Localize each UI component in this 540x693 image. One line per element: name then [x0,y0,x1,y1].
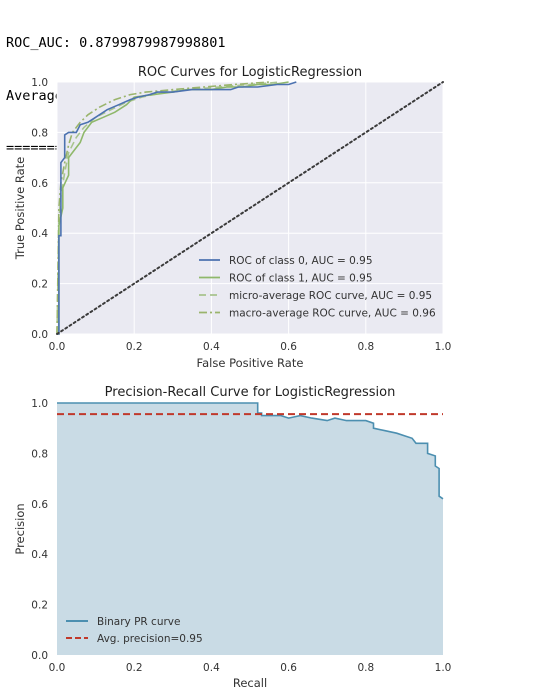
pr-chart: Precision-Recall Curve for LogisticRegre… [13,385,452,690]
roc-series-line-0 [57,81,297,335]
roc-legend-label: micro-average ROC curve, AUC = 0.95 [229,290,432,302]
pr-legend: Binary PR curve Avg. precision=0.95 [66,616,203,645]
pr-curves [57,402,444,655]
pr-y-tick-label: 1.0 [31,398,48,410]
roc-x-tick-label: 0.6 [280,341,297,353]
pr-x-tick-label: 0.6 [280,662,297,674]
pr-y-tick-label: 0.2 [31,600,48,612]
roc-auc-line: ROC_AUC: 0.8799879987998801 [6,35,226,51]
roc-series-line-1 [57,81,289,335]
pr-y-axis-label: Precision [13,503,27,554]
roc-series-line-2 [56,81,281,335]
pr-y-ticks: 0.0 0.2 0.4 0.6 0.8 1.0 [31,398,48,662]
pr-x-tick-label: 0.2 [126,662,143,674]
pr-x-tick-label: 0.0 [49,662,66,674]
pr-y-tick-label: 0.8 [31,448,48,460]
pr-x-axis-label: Recall [233,676,267,690]
roc-y-tick-label: 0.2 [31,279,48,291]
roc-chart-title: ROC Curves for LogisticRegression [138,65,362,80]
roc-curves [56,81,444,335]
roc-legend-label: ROC of class 0, AUC = 0.95 [229,255,373,267]
roc-y-ticks: 0.0 0.2 0.4 0.6 0.8 1.0 [31,77,48,341]
roc-legend-label: ROC of class 1, AUC = 0.95 [229,273,373,285]
pr-legend-label: Binary PR curve [97,616,180,628]
roc-x-tick-label: 0.8 [357,341,374,353]
roc-y-tick-label: 0.8 [31,127,48,139]
roc-chart: ROC Curves for LogisticRegression 0.0 0.2… [13,65,452,370]
roc-grid [56,81,444,335]
pr-curve-line [57,402,444,500]
roc-y-tick-label: 0.6 [31,178,48,190]
roc-y-tick-label: 0.0 [31,329,48,341]
roc-x-tick-label: 0.2 [126,341,143,353]
pr-x-tick-label: 0.8 [357,662,374,674]
pr-legend-label: Avg. precision=0.95 [97,633,203,645]
roc-x-ticks: 0.0 0.2 0.4 0.6 0.8 1.0 [49,341,452,353]
roc-series-line-3 [56,81,270,335]
roc-legend-label: macro-average ROC curve, AUC = 0.96 [229,308,436,320]
roc-x-tick-label: 0.0 [49,341,66,353]
roc-y-axis-label: True Positive Rate [13,157,27,260]
roc-legend: ROC of class 0, AUC = 0.95 ROC of class 1… [199,255,436,320]
roc-y-tick-label: 0.4 [31,228,48,240]
roc-x-tick-label: 1.0 [435,341,452,353]
roc-y-tick-label: 1.0 [31,77,48,89]
roc-x-axis-label: False Positive Rate [197,356,304,370]
pr-y-tick-label: 0.6 [31,499,48,511]
pr-x-tick-label: 1.0 [435,662,452,674]
roc-series-line-4 [56,81,444,335]
pr-x-ticks: 0.0 0.2 0.4 0.6 0.8 1.0 [49,662,452,674]
roc-x-tick-label: 0.4 [203,341,220,353]
pr-chart-title: Precision-Recall Curve for LogisticRegre… [105,385,396,400]
pr-y-tick-label: 0.4 [31,549,48,561]
pr-area-fill [57,403,443,655]
pr-y-tick-label: 0.0 [31,650,48,662]
pr-x-tick-label: 0.4 [203,662,220,674]
